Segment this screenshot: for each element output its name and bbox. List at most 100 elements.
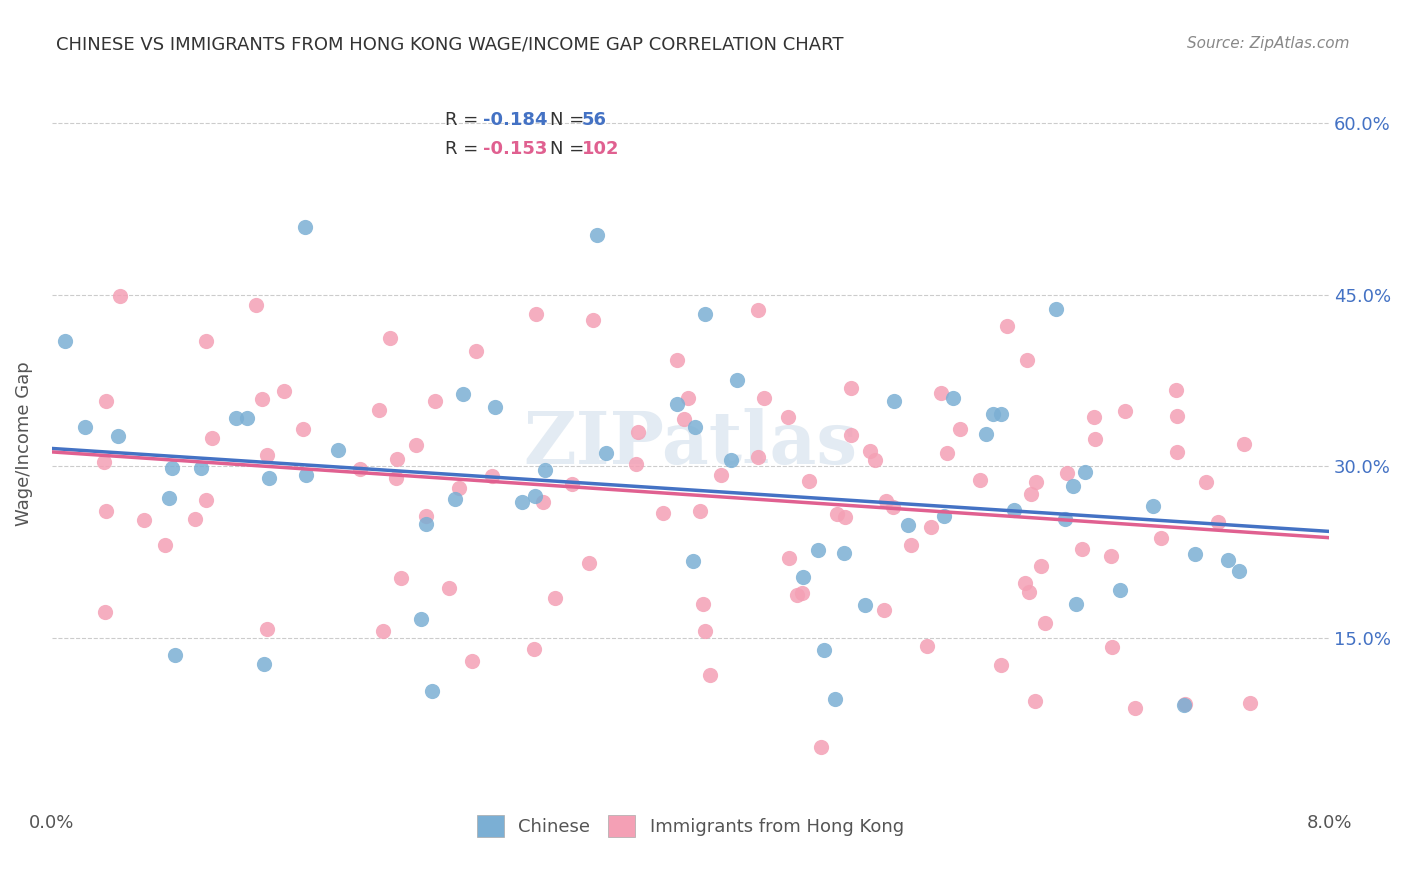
Point [524,307,547,321]
Point [752,391,775,405]
Point [1101,640,1123,654]
Point [93,605,115,619]
Point [1054,511,1077,525]
Point [1109,582,1132,597]
Point [252,392,274,407]
Point [461,654,484,668]
Point [389,571,412,585]
Point [481,469,503,483]
Text: ZIPatlas: ZIPatlas [523,408,858,479]
Point [810,739,832,754]
Point [378,331,401,345]
Point [882,500,904,514]
Point [484,400,506,414]
Point [920,520,942,534]
Point [75,420,97,434]
Point [859,443,882,458]
Point [813,642,835,657]
Point [1056,467,1078,481]
Point [1174,698,1197,712]
Point [160,461,183,475]
Point [1074,465,1097,479]
Point [932,509,955,524]
Point [1014,576,1036,591]
Point [561,476,583,491]
Point [405,438,427,452]
Point [676,391,699,405]
Point [1123,701,1146,715]
Point [1184,547,1206,561]
Point [1025,475,1047,489]
Point [665,353,688,368]
Text: N =: N = [550,111,591,129]
Point [824,692,846,706]
Point [409,611,432,625]
Point [447,481,470,495]
Point [695,307,717,321]
Point [883,393,905,408]
Point [682,553,704,567]
Point [443,492,465,507]
Point [1018,585,1040,599]
Point [534,463,557,477]
Point [936,445,959,459]
Point [1166,445,1188,459]
Point [183,512,205,526]
Point [524,489,547,503]
Point [900,537,922,551]
Point [974,427,997,442]
Point [875,494,897,508]
Point [190,461,212,475]
Point [725,373,748,387]
Point [1002,503,1025,517]
Point [695,624,717,639]
Point [368,402,391,417]
Point [107,429,129,443]
Point [692,598,714,612]
Point [236,411,259,425]
Y-axis label: Wage/Income Gap: Wage/Income Gap [15,361,32,525]
Point [1216,553,1239,567]
Text: R =: R = [446,140,484,158]
Point [626,425,648,440]
Point [747,450,769,464]
Point [778,410,800,425]
Point [1195,475,1218,489]
Point [371,624,394,639]
Point [839,381,862,395]
Text: 56: 56 [582,111,607,129]
Point [1015,353,1038,368]
Point [839,427,862,442]
Point [349,461,371,475]
Point [1033,615,1056,630]
Point [897,518,920,533]
Point [256,622,278,636]
Point [990,657,1012,672]
Point [201,431,224,445]
Point [257,471,280,485]
Point [423,394,446,409]
Point [1029,559,1052,574]
Legend: Chinese, Immigrants from Hong Kong: Chinese, Immigrants from Hong Kong [470,807,911,844]
Point [531,495,554,509]
Point [157,491,180,505]
Point [665,397,688,411]
Point [969,473,991,487]
Point [1166,383,1188,397]
Point [1099,549,1122,563]
Point [256,448,278,462]
Point [195,334,218,349]
Point [832,546,855,560]
Point [385,471,408,485]
Point [827,507,849,521]
Point [273,384,295,399]
Point [990,407,1012,421]
Point [1208,515,1230,529]
Point [94,504,117,518]
Text: R =: R = [446,111,484,129]
Point [415,508,437,523]
Point [710,467,733,482]
Point [689,504,711,518]
Point [1150,531,1173,545]
Point [1173,698,1195,712]
